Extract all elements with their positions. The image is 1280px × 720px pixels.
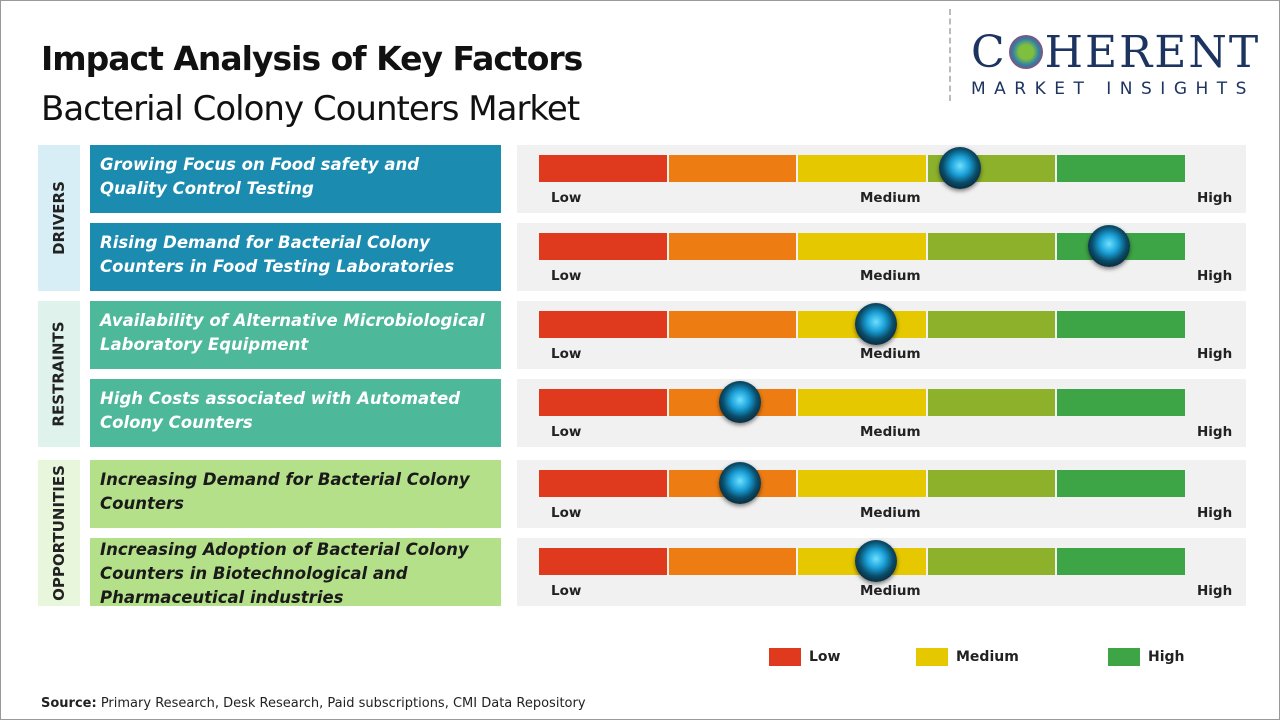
legend-low: Low bbox=[769, 648, 840, 666]
factor-label: Increasing Demand for Bacterial Colony C… bbox=[90, 460, 501, 528]
scale-label-high: High bbox=[1197, 268, 1233, 284]
legend-high: High bbox=[1108, 648, 1185, 666]
scale-segment-medium bbox=[798, 389, 926, 416]
scale-segment-med_high bbox=[927, 389, 1056, 416]
scale-segment-med_high bbox=[927, 233, 1056, 260]
impact-indicator-knob bbox=[718, 462, 761, 504]
impact-scale-bar bbox=[539, 389, 1187, 416]
category-label: DRIVERS bbox=[50, 181, 69, 255]
scale-label-high: High bbox=[1197, 346, 1233, 362]
scale-segment-high bbox=[1057, 155, 1185, 182]
impact-indicator-knob bbox=[718, 381, 761, 423]
scale-segment-high bbox=[1057, 389, 1185, 416]
scale-segment-high bbox=[1057, 548, 1185, 575]
impact-scale-bar bbox=[539, 470, 1187, 497]
scale-segment-low bbox=[539, 311, 667, 338]
impact-gauge-row: Low Medium High bbox=[517, 538, 1246, 606]
scale-segment-medium bbox=[798, 155, 926, 182]
factor-label: Growing Focus on Food safety and Quality… bbox=[90, 145, 501, 213]
scale-segment-low_med bbox=[668, 155, 797, 182]
scale-label-medium: Medium bbox=[860, 583, 921, 599]
impact-gauge-row: Low Medium High bbox=[517, 460, 1246, 528]
source-label: Source: bbox=[41, 696, 97, 711]
legend-swatch-low bbox=[769, 648, 801, 666]
page-title: Impact Analysis of Key Factors bbox=[41, 39, 583, 78]
scale-label-low: Low bbox=[551, 268, 582, 284]
legend-medium: Medium bbox=[916, 648, 1019, 666]
category-opportunities: OPPORTUNITIES bbox=[38, 460, 80, 606]
category-label: OPPORTUNITIES bbox=[50, 465, 68, 601]
scale-segment-med_high bbox=[927, 470, 1056, 497]
scale-segment-medium bbox=[798, 233, 926, 260]
scale-label-low: Low bbox=[551, 346, 582, 362]
impact-indicator-knob bbox=[1088, 225, 1131, 267]
scale-label-medium: Medium bbox=[860, 505, 921, 521]
logo-brand: C HERENT bbox=[971, 27, 1261, 78]
scale-segment-med_high bbox=[927, 548, 1056, 575]
category-drivers: DRIVERS bbox=[38, 145, 80, 291]
scale-label-medium: Medium bbox=[860, 190, 921, 206]
factor-label: High Costs associated with Automated Col… bbox=[90, 379, 501, 447]
globe-icon bbox=[1008, 35, 1043, 69]
page-subtitle: Bacterial Colony Counters Market bbox=[41, 89, 580, 129]
legend-swatch-medium bbox=[916, 648, 948, 666]
scale-label-high: High bbox=[1197, 583, 1233, 599]
logo: C HERENT MARKET INSIGHTS bbox=[971, 27, 1261, 100]
impact-indicator-knob bbox=[854, 540, 897, 582]
factor-label: Increasing Adoption of Bacterial Colony … bbox=[90, 538, 501, 607]
logo-tagline: MARKET INSIGHTS bbox=[971, 79, 1255, 99]
scale-segment-low bbox=[539, 155, 667, 182]
scale-segment-medium bbox=[798, 470, 926, 497]
scale-segment-low_med bbox=[668, 233, 797, 260]
scale-label-low: Low bbox=[551, 505, 582, 521]
scale-label-low: Low bbox=[551, 190, 582, 206]
impact-gauge-row: Low Medium High bbox=[517, 301, 1246, 369]
legend-label: Low bbox=[809, 649, 841, 665]
factor-label: Rising Demand for Bacterial Colony Count… bbox=[90, 223, 501, 291]
divider bbox=[949, 9, 951, 101]
legend-swatch-high bbox=[1108, 648, 1140, 666]
scale-segment-low bbox=[539, 233, 667, 260]
scale-segment-high bbox=[1057, 470, 1185, 497]
scale-segment-low bbox=[539, 470, 667, 497]
category-restraints: RESTRAINTS bbox=[38, 301, 80, 447]
scale-segment-low_med bbox=[668, 311, 797, 338]
scale-label-medium: Medium bbox=[860, 346, 921, 362]
impact-gauge-row: Low Medium High bbox=[517, 145, 1246, 213]
scale-label-high: High bbox=[1197, 424, 1233, 440]
source-note: Source: Primary Research, Desk Research,… bbox=[41, 696, 586, 711]
impact-indicator-knob bbox=[854, 303, 897, 345]
scale-segment-low bbox=[539, 548, 667, 575]
scale-segment-med_high bbox=[927, 311, 1056, 338]
factor-label: Availability of Alternative Microbiologi… bbox=[90, 301, 501, 369]
category-label: RESTRAINTS bbox=[50, 321, 69, 427]
scale-label-low: Low bbox=[551, 583, 582, 599]
impact-gauge-row: Low Medium High bbox=[517, 223, 1246, 291]
scale-label-high: High bbox=[1197, 505, 1233, 521]
scale-segment-low_med bbox=[668, 548, 797, 575]
impact-gauge-row: Low Medium High bbox=[517, 379, 1246, 447]
scale-label-medium: Medium bbox=[860, 268, 921, 284]
source-text: Primary Research, Desk Research, Paid su… bbox=[96, 696, 586, 711]
impact-scale-bar bbox=[539, 311, 1187, 338]
legend-label: High bbox=[1148, 649, 1185, 665]
impact-indicator-knob bbox=[939, 147, 982, 189]
scale-label-low: Low bbox=[551, 424, 582, 440]
legend-label: Medium bbox=[956, 649, 1019, 665]
scale-label-high: High bbox=[1197, 190, 1233, 206]
impact-scale-bar bbox=[539, 155, 1187, 182]
scale-segment-low bbox=[539, 389, 667, 416]
scale-segment-high bbox=[1057, 311, 1185, 338]
scale-label-medium: Medium bbox=[860, 424, 921, 440]
